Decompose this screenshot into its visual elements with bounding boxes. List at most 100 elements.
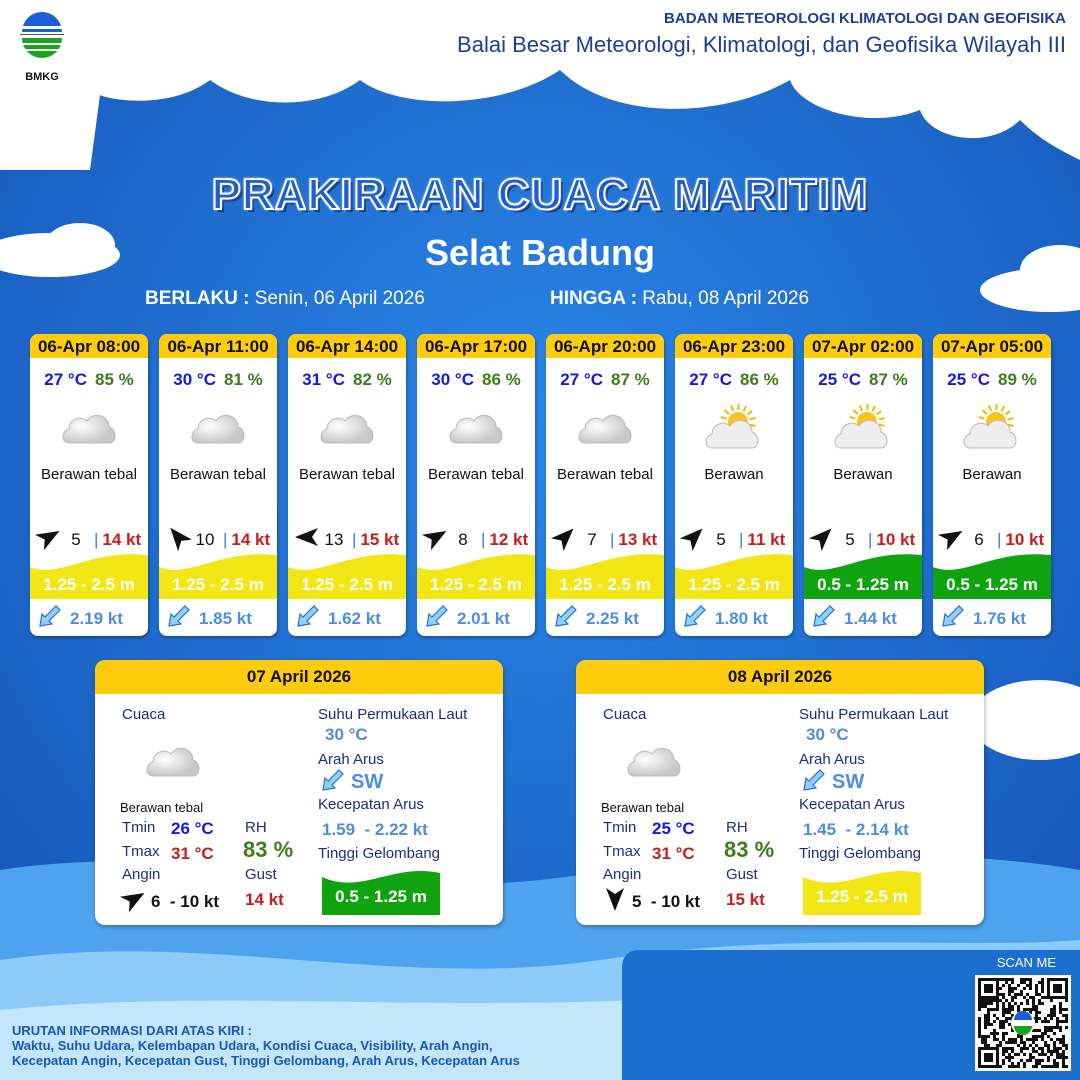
tmin-value: 26 °C <box>171 819 214 838</box>
wind-range: 6 - 10 kt <box>151 891 220 911</box>
wind-direction-icon <box>165 524 192 555</box>
humidity: 85 % <box>94 370 134 389</box>
wave-height-band: 0.5 - 1.25 m <box>933 549 1051 599</box>
rh-label: RH <box>245 819 267 836</box>
current-speed: 2.25 kt <box>586 608 639 628</box>
divider: | <box>481 529 486 549</box>
current-speed-label: Kecepatan Arus <box>799 796 905 813</box>
gust-speed: 14 kt <box>102 529 142 549</box>
wind-speed: 5 <box>716 529 726 549</box>
bmkg-logo: BMKG <box>14 12 70 83</box>
weather-condition: Berawan <box>704 466 764 483</box>
current-speed: 1.80 kt <box>715 608 768 628</box>
partly-cloudy-icon <box>675 394 793 464</box>
cloud-heavy-icon <box>624 740 684 789</box>
gust-speed: 13 kt <box>618 529 658 549</box>
current-speed-label: Kecepatan Arus <box>318 796 424 813</box>
forecast-card: 06-Apr 20:00 27 °C 87 % Berawan tebal 7 | 1… <box>546 334 664 636</box>
current-direction-icon <box>802 768 826 797</box>
weather-condition: Berawan <box>833 466 893 483</box>
wave-height-band: 1.25 - 2.5 m <box>417 549 535 599</box>
daily-summary-panel: 07 April 2026 Cuaca Berawan tebal Tmin 2… <box>95 660 503 925</box>
cloud-heavy-icon <box>288 394 406 464</box>
wind-label: Angin <box>122 866 161 883</box>
wind-direction-icon <box>34 524 62 555</box>
wave-height: 1.25 - 2.5 m <box>816 887 908 906</box>
wave-height-band: 0.5 - 1.25 m <box>322 867 440 915</box>
wind-direction-icon <box>294 524 320 555</box>
forecast-card: 06-Apr 17:00 30 °C 86 % Berawan tebal 8 | 1… <box>417 334 535 636</box>
air-temperature: 25 °C <box>947 370 990 389</box>
divider: | <box>610 529 615 549</box>
page-title: PRAKIRAAN CUACA MARITIM <box>211 169 869 220</box>
location-title: Selat Badung <box>424 232 656 273</box>
divider: | <box>997 529 1002 549</box>
current-direction-icon <box>812 604 836 633</box>
org-office: Balai Besar Meteorologi, Klimatologi, da… <box>457 32 1066 57</box>
wave-height: 0.5 - 1.25 m <box>817 575 909 594</box>
air-temperature: 30 °C <box>173 370 216 389</box>
cloud-heavy-icon <box>546 394 664 464</box>
valid-to: HINGGA : Rabu, 08 April 2026 <box>550 288 809 310</box>
weather-condition: Berawan <box>962 466 1022 483</box>
forecast-card: 06-Apr 11:00 30 °C 81 % Berawan tebal 10 |… <box>159 334 277 636</box>
humidity: 86 % <box>481 370 521 389</box>
forecast-card: 06-Apr 23:00 27 °C 86 % Berawan 5 | 11 kt 1… <box>675 334 793 636</box>
valid-from-label: BERLAKU : <box>145 288 250 309</box>
current-direction-icon <box>38 604 62 633</box>
divider: | <box>739 529 744 549</box>
current-speed: 1.44 kt <box>844 608 897 628</box>
cloud-heavy-icon <box>159 394 277 464</box>
current-speed: 2.19 kt <box>70 608 123 628</box>
air-temperature: 27 °C <box>689 370 732 389</box>
current-speed: 1.85 kt <box>199 608 252 628</box>
bmkg-emblem-icon <box>20 12 64 58</box>
wave-height-band: 1.25 - 2.5 m <box>546 549 664 599</box>
forecast-time: 06-Apr 14:00 <box>288 334 406 358</box>
wind-speed: 5 <box>71 529 81 549</box>
wind-direction-icon <box>421 524 449 555</box>
humidity: 86 % <box>739 370 779 389</box>
wave-height: 1.25 - 2.5 m <box>301 575 393 594</box>
legend-line: Kecepatan Angin, Kecepatan Gust, Tinggi … <box>12 1053 520 1068</box>
valid-from-value: Senin, 06 April 2026 <box>254 288 425 309</box>
wave-height: 0.5 - 1.25 m <box>946 575 1038 594</box>
valid-from: BERLAKU : Senin, 06 April 2026 <box>145 288 425 310</box>
current-direction-icon <box>321 768 345 797</box>
legend-note: URUTAN INFORMASI DARI ATAS KIRI : Waktu,… <box>12 1023 520 1068</box>
partly-cloudy-icon <box>804 394 922 464</box>
forecast-time: 07-Apr 05:00 <box>933 334 1051 358</box>
gust-value: 15 kt <box>726 890 765 909</box>
air-temperature: 30 °C <box>431 370 474 389</box>
current-direction-label: Arah Arus <box>799 751 865 768</box>
current-direction: SW <box>351 771 384 793</box>
qr-code[interactable] <box>975 975 1071 1071</box>
wind-direction-icon <box>808 524 836 555</box>
gust-speed: 15 kt <box>360 529 400 549</box>
wave-height-band: 1.25 - 2.5 m <box>288 549 406 599</box>
wind-direction-icon <box>679 524 707 555</box>
wave-height: 1.25 - 2.5 m <box>559 575 651 594</box>
weather-label: Cuaca <box>603 706 647 723</box>
weather-condition: Berawan tebal <box>428 466 524 483</box>
wind-range: 5 - 10 kt <box>632 891 701 911</box>
valid-to-label: HINGGA : <box>550 288 637 309</box>
current-direction-label: Arah Arus <box>318 751 384 768</box>
air-temperature: 25 °C <box>818 370 861 389</box>
rh-value: 83 % <box>724 837 775 862</box>
current-speed: 1.59 - 2.22 kt <box>322 820 428 839</box>
wave-height-band: 1.25 - 2.5 m <box>30 549 148 599</box>
weather-condition: Berawan tebal <box>41 466 137 483</box>
wind-speed: 7 <box>587 529 597 549</box>
weather-condition: Berawan tebal <box>120 800 204 815</box>
wave-height-band: 0.5 - 1.25 m <box>804 549 922 599</box>
gust-speed: 10 kt <box>1005 529 1045 549</box>
current-speed: 1.45 - 2.14 kt <box>803 820 909 839</box>
tmax-value: 31 °C <box>652 844 695 863</box>
humidity: 89 % <box>997 370 1037 389</box>
wave-height-band: 1.25 - 2.5 m <box>803 867 921 915</box>
forecast-time: 06-Apr 08:00 <box>30 334 148 358</box>
humidity: 87 % <box>610 370 650 389</box>
rh-label: RH <box>726 819 748 836</box>
forecast-card: 06-Apr 08:00 27 °C 85 % Berawan tebal 5 | 1… <box>30 334 148 636</box>
